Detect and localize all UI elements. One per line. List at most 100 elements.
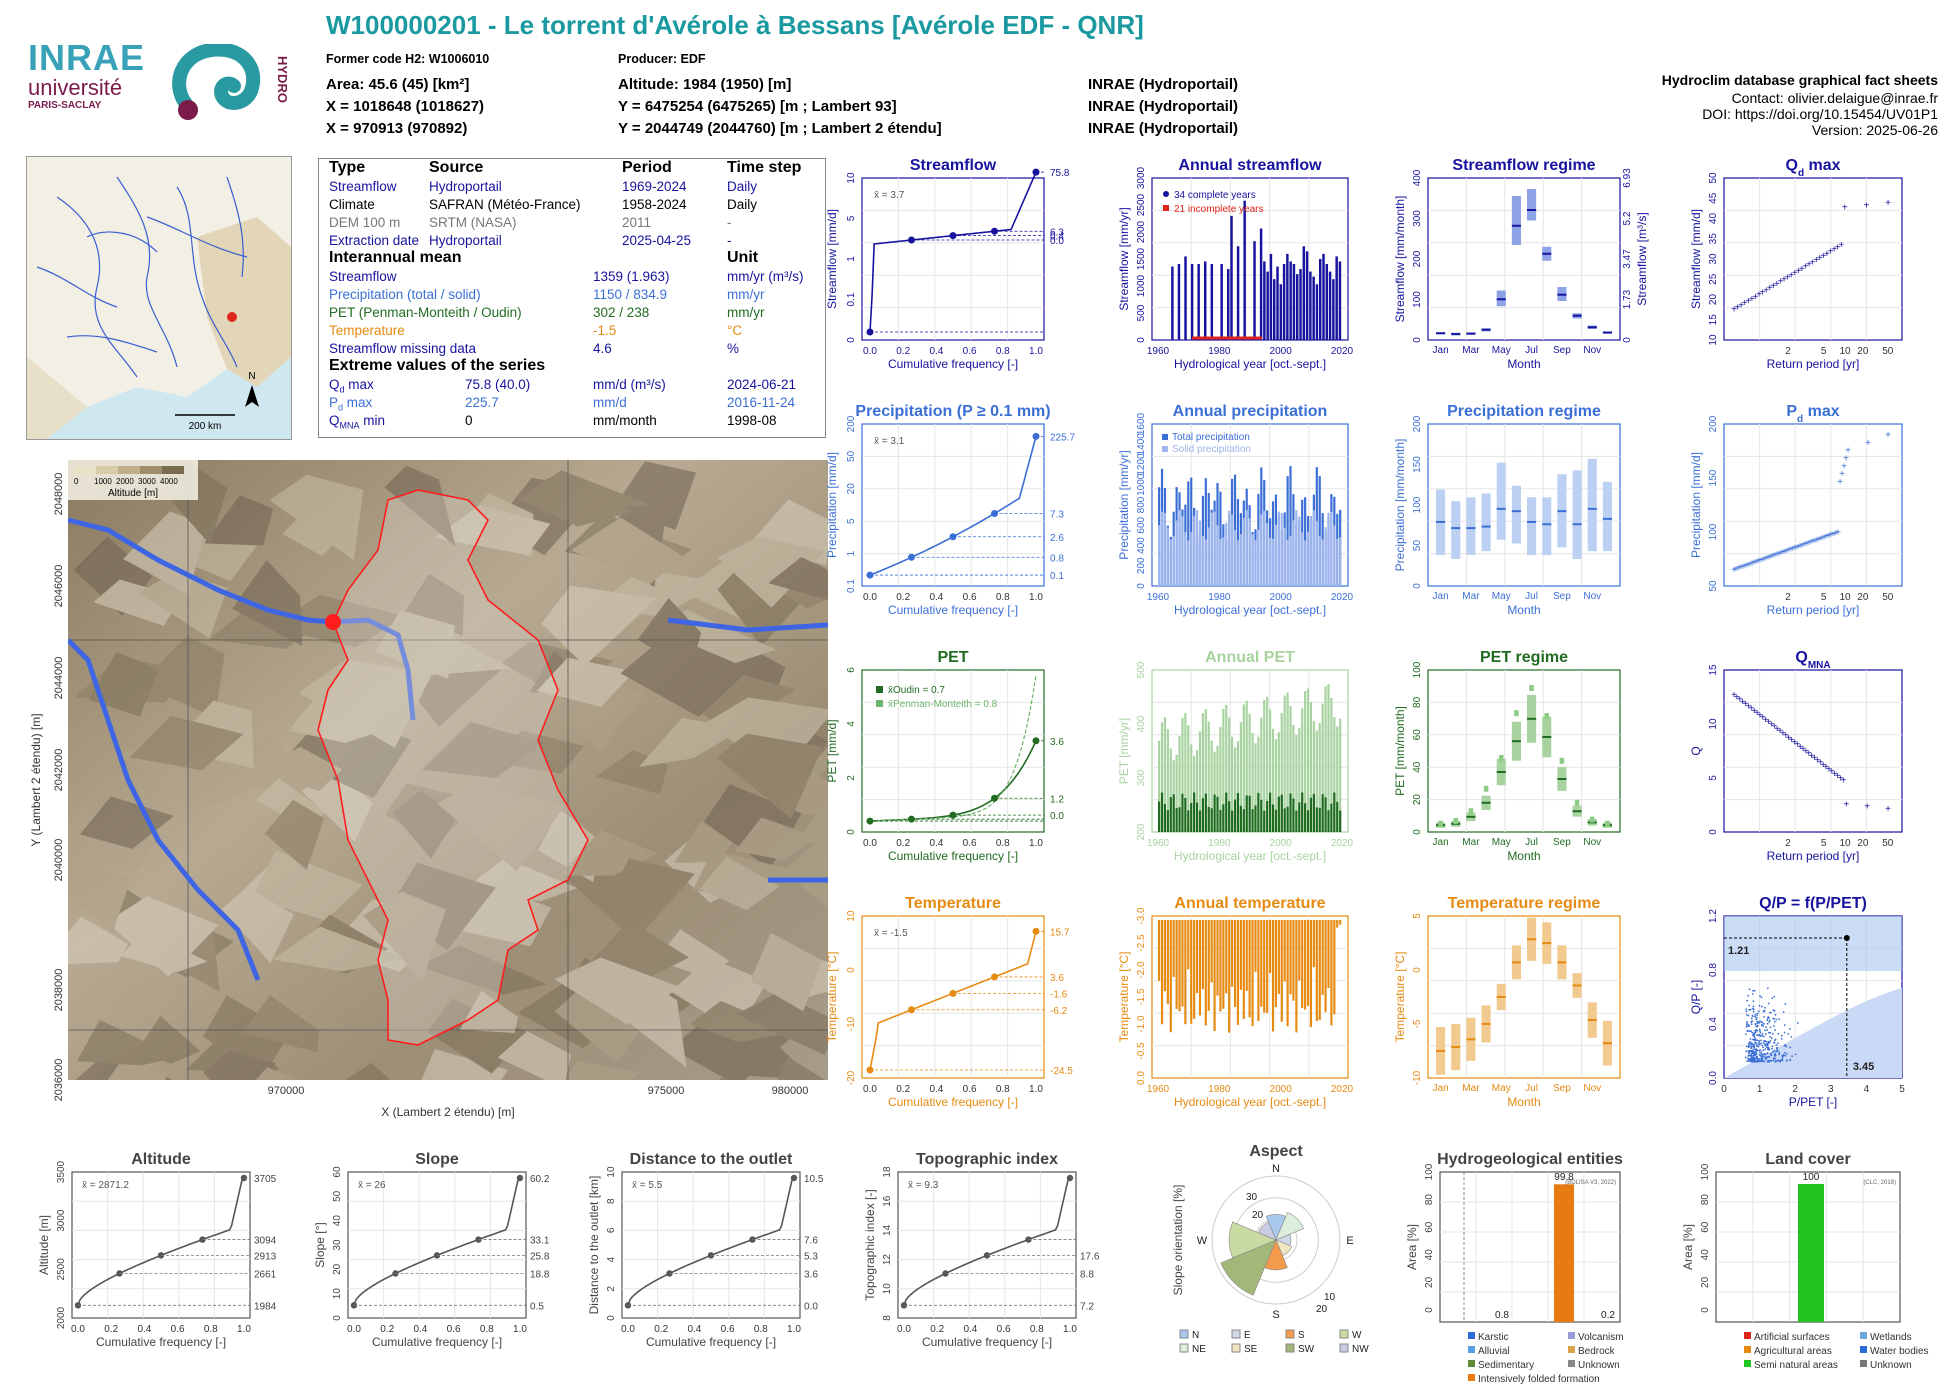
y-tick: 200: [846, 415, 857, 432]
freq-point: +: [1769, 551, 1775, 562]
dir-e: E: [1346, 1235, 1353, 1247]
bar: [1184, 713, 1187, 832]
freq-point: +: [1734, 692, 1740, 703]
freq-point: +: [1835, 771, 1841, 782]
freq-point: +: [1823, 532, 1829, 543]
freq-point: +: [1789, 544, 1795, 555]
legend-entry: Semi natural areas: [1754, 1360, 1838, 1371]
freq-point: +: [1733, 564, 1739, 575]
bar: [1190, 744, 1193, 832]
freq-point: +: [1794, 740, 1800, 751]
qp-point: [1769, 1053, 1772, 1056]
bar-secondary: [1324, 797, 1327, 832]
y-tick: 2500: [56, 1258, 67, 1281]
freq-point: +: [1774, 279, 1780, 290]
x-tick: 20: [1857, 592, 1869, 603]
database-name: Hydroclim database graphical fact sheets: [1661, 72, 1938, 88]
legend-dir: SW: [1298, 1344, 1315, 1355]
relief-patch: [541, 585, 657, 666]
ring-tick: 20: [1252, 1210, 1264, 1221]
right-tick: 3.6: [804, 1269, 818, 1280]
bar-secondary: [1225, 522, 1228, 586]
bar: [1273, 279, 1276, 340]
freq-point: +: [1773, 550, 1779, 561]
bar: [1228, 717, 1231, 832]
mean-label: x̄ = 3.1: [874, 436, 905, 447]
y-tick: 500: [1136, 661, 1147, 678]
qp-point: [1761, 1057, 1763, 1060]
regime-pm: [1529, 685, 1534, 691]
panel-precip_cdf-title: Precipitation (P ≥ 0.1 mm): [855, 403, 1050, 420]
bar-secondary: [1181, 793, 1184, 832]
x-tick: 1960: [1147, 1084, 1170, 1095]
panel-qp: Q/P = f(P/PET) 1.21 3.45 0 1 2 3 4 5 P/PET [-] 0.0…: [1689, 895, 1905, 1109]
qp-point: [1762, 1025, 1765, 1027]
freq-point: +: [1885, 804, 1891, 815]
version: Version: 2025-06-26: [1811, 122, 1938, 138]
relief-patch: [437, 781, 566, 872]
bar: [1239, 722, 1242, 832]
x-axis-label: Hydrological year [oct.-sept.]: [1174, 603, 1326, 617]
relief-patch: [783, 832, 828, 908]
right-tick: 8.8: [1080, 1269, 1094, 1280]
regime-box: [1542, 497, 1552, 556]
x-tick: 2020: [1331, 592, 1354, 603]
bar-secondary: [1216, 525, 1219, 586]
y-tick: 200: [1412, 250, 1423, 267]
bar: [1304, 920, 1307, 1010]
y-axis-label: Streamflow [mm/d]: [1689, 209, 1703, 309]
qp-point: [1747, 1052, 1750, 1055]
panel-streamflow_regime: Streamflow regime Jan Mar May Jul Sep Nov Month…: [1393, 157, 1649, 371]
freq-point: +: [1838, 240, 1844, 251]
bar: [1276, 266, 1279, 340]
qp-point: [1749, 1058, 1752, 1061]
panel-hydrogeo: Hydrogeological entities 99.8 0.8 0.2 (BDLIS…: [1405, 1151, 1624, 1385]
bar-secondary: [1295, 810, 1298, 832]
qp-point: [1744, 1056, 1747, 1059]
catchment-map: 0 1000 2000 3000 4000 Altitude [m]: [68, 460, 828, 1080]
bar-secondary: [1204, 539, 1207, 586]
x-tick: 50: [1882, 592, 1894, 603]
bar-secondary: [1219, 809, 1222, 832]
bar-secondary: [1166, 527, 1169, 586]
panel-temp_cdf-title: Temperature: [905, 895, 1001, 912]
y-tick: 0: [846, 967, 857, 973]
x-tick: 0.2: [930, 1324, 944, 1335]
bar-secondary: [1175, 807, 1178, 832]
bar-secondary: [1190, 532, 1193, 586]
right-tick: 6.3: [1050, 227, 1064, 238]
y-tick: 1200: [1136, 453, 1147, 476]
relief-patch: [699, 856, 780, 911]
panel-slope-title: Slope: [415, 1151, 459, 1168]
right-tick: 0.5: [530, 1301, 544, 1312]
bar-secondary: [1268, 537, 1272, 586]
y-tick: 200: [1136, 557, 1147, 574]
bar: [1190, 264, 1194, 340]
y-tick: 1500: [1136, 247, 1147, 270]
y-axis-label: Slope orientation [%]: [1171, 1185, 1185, 1296]
panel-precip_regime: Precipitation regime Jan Mar May Jul Sep Nov Mo…: [1393, 403, 1621, 617]
qp-point: [1769, 1031, 1772, 1034]
freq-point: +: [1745, 560, 1751, 571]
bar: [1330, 698, 1333, 832]
x-tick: 2: [1792, 1084, 1798, 1095]
x-tick: 10: [1839, 346, 1851, 357]
qp-point: [1758, 1021, 1761, 1024]
row-step: Daily: [727, 179, 758, 194]
qp-point: [1767, 1046, 1770, 1049]
bar: [1225, 920, 1228, 994]
x-tick: 10: [1839, 592, 1851, 603]
qp-point: [1764, 1056, 1766, 1059]
bar: [1204, 920, 1207, 1026]
x-axis-label: Hydrological year [oct.-sept.]: [1174, 849, 1326, 863]
qp-point: [1755, 1018, 1758, 1021]
freq-point: +: [1749, 294, 1755, 305]
y-tick: -5: [1412, 1019, 1423, 1028]
qp-point: [1748, 1044, 1750, 1047]
panel-temp_cdf: Temperature 15.7 3.6 -1.6 -6.2 -24.5 -20 -10 0 10…: [825, 895, 1073, 1109]
month-tick: Nov: [1583, 837, 1601, 848]
bar-secondary: [1248, 518, 1251, 586]
qp-point: [1763, 1060, 1766, 1063]
qp-point: [1775, 1050, 1777, 1053]
month-tick: Nov: [1583, 591, 1601, 602]
